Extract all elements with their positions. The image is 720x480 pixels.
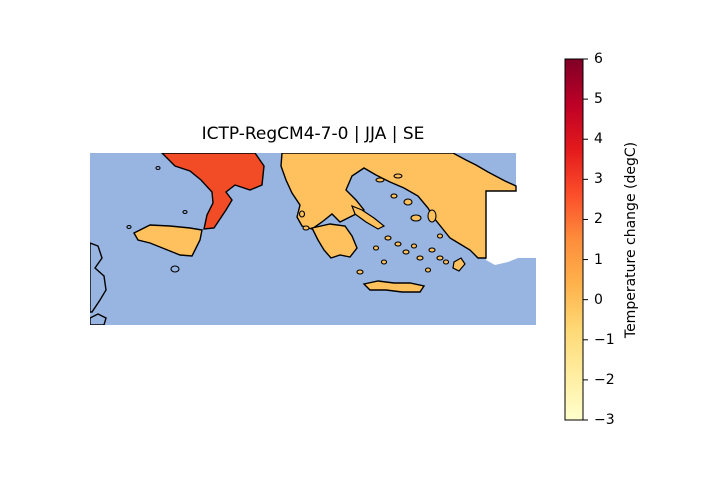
colorbar-tick-label: −2 [594,371,615,388]
colorbar-gradient [564,58,584,421]
rhodes-land [452,257,466,272]
colorbar-tick-label: −3 [594,412,615,428]
small-islands [126,165,188,273]
colorbar-tick-label: 2 [594,211,603,228]
no-data-area [486,153,536,265]
colorbar [564,58,588,421]
colorbar-ticks [583,58,588,421]
colorbar-tick-label: −1 [594,331,615,348]
colorbar-tick-label: 3 [594,171,603,188]
euboea-land [350,204,386,230]
colorbar-tick-label: 4 [594,131,603,148]
colorbar-tick-label: 0 [594,291,603,308]
north-africa-land [90,242,107,313]
southern-italy-land [161,153,265,230]
crete-land [362,280,426,293]
peloponnese-land [310,223,358,259]
map-panel [90,153,536,325]
aegean-islands [298,173,450,275]
map-title: ICTP-RegCM4-7-0 | JJA | SE [201,124,425,144]
colorbar-tick-label: 1 [594,251,603,268]
colorbar-tick-label: 5 [594,91,603,108]
colorbar-tick-label: 6 [594,51,603,67]
africa-corner-land [90,313,107,325]
colorbar-label: Temperature change (degC) [623,141,639,339]
sicily-land [133,224,203,257]
